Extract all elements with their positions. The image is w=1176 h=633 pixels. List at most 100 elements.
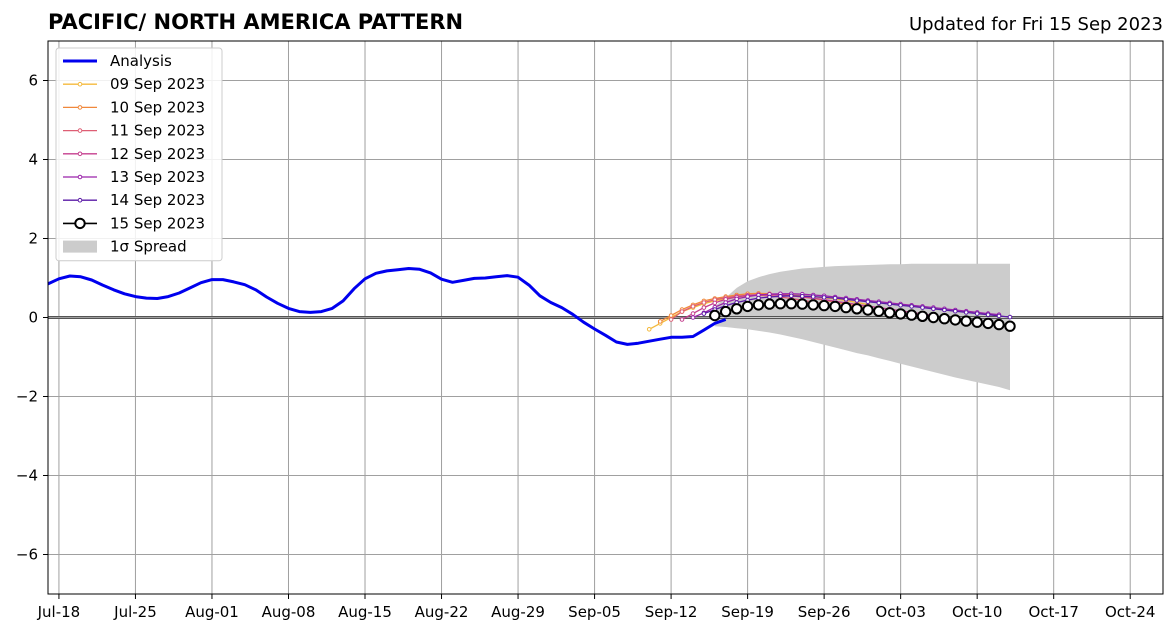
forecast-point xyxy=(646,327,652,332)
forecast-point xyxy=(887,301,893,307)
forecast-point xyxy=(734,296,740,302)
forecast-point xyxy=(960,315,972,327)
x-tick-label: Oct-10 xyxy=(952,603,1002,621)
x-tick-label: Aug-15 xyxy=(338,603,392,621)
legend-label-forecast: 11 Sep 2023 xyxy=(110,122,205,140)
forecast-point xyxy=(832,295,838,301)
forecast-point xyxy=(843,297,849,302)
forecast-point xyxy=(949,314,961,326)
forecast-point xyxy=(942,307,947,313)
forecast-point xyxy=(709,309,721,322)
x-tick-label: Jul-18 xyxy=(37,603,81,621)
spread-area xyxy=(714,263,1010,391)
forecast-point xyxy=(763,298,776,310)
x-tick-label: Sep-12 xyxy=(645,603,698,621)
legend-label-analysis: Analysis xyxy=(110,52,172,70)
x-tick-label: Aug-01 xyxy=(185,603,239,621)
y-tick-label: 0 xyxy=(28,309,38,327)
forecast-point xyxy=(974,311,980,316)
legend-label-forecast: 10 Sep 2023 xyxy=(110,98,205,116)
forecast-point xyxy=(796,298,808,310)
forecast-point xyxy=(690,315,696,320)
forecast-point xyxy=(720,305,732,318)
x-tick-label: Jul-25 xyxy=(113,603,157,621)
forecast-point xyxy=(741,300,754,313)
y-tick-label: 2 xyxy=(28,230,38,248)
analysis-line xyxy=(47,267,727,346)
spread-band xyxy=(714,263,1010,391)
x-tick-label: Aug-08 xyxy=(262,603,316,621)
legend-swatch-marker xyxy=(77,128,83,133)
forecast-point xyxy=(851,303,863,315)
forecast-point xyxy=(778,293,783,299)
forecast-point xyxy=(690,311,696,316)
forecast-point xyxy=(679,309,685,314)
forecast-point xyxy=(829,300,841,313)
forecast-point xyxy=(876,300,882,306)
legend-label-forecast: 09 Sep 2023 xyxy=(110,75,205,93)
forecast-point xyxy=(712,300,718,306)
legend-swatch-marker xyxy=(74,217,86,230)
x-tick-label: Aug-29 xyxy=(491,603,545,621)
forecast-point xyxy=(927,311,940,324)
forecast-point xyxy=(894,308,907,320)
forecast-point xyxy=(767,294,772,300)
forecast-point xyxy=(963,310,969,315)
forecast-point xyxy=(938,313,951,325)
forecast-point xyxy=(898,303,903,308)
legend-label-forecast: 14 Sep 2023 xyxy=(110,191,205,209)
forecast-point xyxy=(854,298,860,303)
forecast-point xyxy=(701,305,707,310)
y-axis: 6 4 2 0 −2 −4 −6 xyxy=(16,72,48,564)
forecast-point xyxy=(668,317,674,322)
forecast-point xyxy=(916,310,929,322)
chart-title: PACIFIC/ NORTH AMERICA PATTERN xyxy=(48,10,463,34)
x-tick-label: Oct-24 xyxy=(1105,603,1155,621)
forecast-point xyxy=(862,304,874,316)
forecast-point xyxy=(690,304,696,309)
legend-swatch-marker xyxy=(77,105,83,110)
forecast-point xyxy=(800,293,805,299)
legend-label-forecast: 15 Sep 2023 xyxy=(110,214,205,232)
chart-subtitle: Updated for Fri 15 Sep 2023 xyxy=(909,14,1163,35)
x-axis: Jul-18 Jul-25 Aug-01 Aug-08 Aug-15 Aug-22 Aug-… xyxy=(37,594,1155,621)
legend-swatch-marker xyxy=(77,81,83,87)
forecast-point xyxy=(789,293,794,299)
forecast-point xyxy=(982,317,994,330)
y-tick-label: 6 xyxy=(28,72,38,90)
forecast-point xyxy=(657,319,663,324)
forecast-point xyxy=(807,299,819,311)
x-tick-label: Oct-17 xyxy=(1028,603,1078,621)
x-tick-label: Sep-26 xyxy=(798,603,851,621)
legend-label-forecast: 13 Sep 2023 xyxy=(110,168,205,186)
legend: Analysis 09 Sep 2023 10 Sep 2023 11 Sep 202… xyxy=(55,47,223,262)
forecast-point xyxy=(905,309,918,321)
forecast-series-15-sep-2023 xyxy=(709,298,1016,332)
forecast-point xyxy=(865,299,871,305)
legend-swatch-marker xyxy=(77,151,83,157)
forecast-point xyxy=(884,307,896,319)
forecast-point xyxy=(931,306,936,312)
legend-label-forecast: 12 Sep 2023 xyxy=(110,145,205,163)
y-tick-label: −6 xyxy=(16,546,38,564)
forecast-point xyxy=(1007,314,1013,320)
forecast-point xyxy=(985,312,991,318)
forecast-point xyxy=(996,313,1002,319)
forecast-point xyxy=(818,299,830,312)
y-tick-label: −2 xyxy=(16,388,38,406)
forecast-point xyxy=(752,299,765,311)
x-tick-label: Oct-03 xyxy=(875,603,925,621)
forecast-point xyxy=(993,318,1005,331)
x-tick-label: Sep-05 xyxy=(568,603,621,621)
forecast-point xyxy=(668,313,674,318)
x-tick-label: Aug-22 xyxy=(415,603,469,621)
forecast-point xyxy=(920,305,925,310)
y-tick-label: 4 xyxy=(28,151,38,169)
forecast-point xyxy=(701,300,707,305)
forecast-point xyxy=(679,317,685,322)
forecast-point xyxy=(840,301,852,314)
forecast-point xyxy=(953,308,958,314)
forecast-point xyxy=(971,316,983,328)
legend-box xyxy=(55,47,223,262)
